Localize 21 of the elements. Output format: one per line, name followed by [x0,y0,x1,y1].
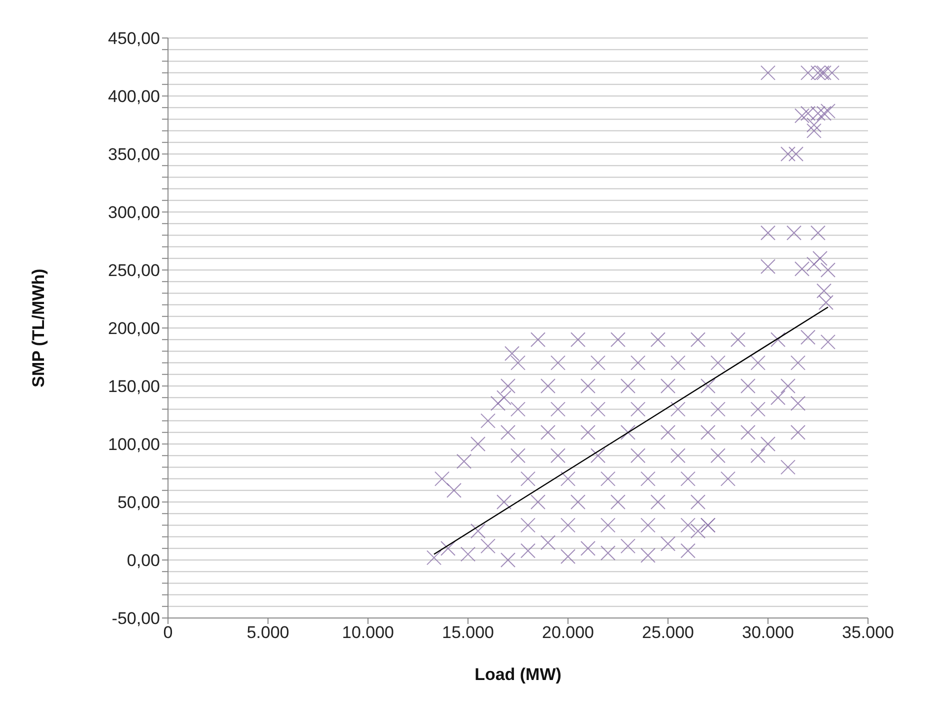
y-tick-label: 450,00 [108,29,160,48]
x-tick-label: 15.000 [442,623,494,642]
y-axis-title: SMP (TL/MWh) [29,268,48,388]
x-tick-label: 0 [163,623,173,642]
y-tick-label: -50,00 [112,609,160,628]
x-tick-label: 30.000 [742,623,794,642]
y-tick-label: 300,00 [108,203,160,222]
x-tick-label: 35.000 [842,623,894,642]
y-tick-label: 250,00 [108,261,160,280]
y-tick-label: 400,00 [108,87,160,106]
y-tick-label: 350,00 [108,145,160,164]
x-tick-label: 5.000 [246,623,290,642]
y-tick-label: 100,00 [108,435,160,454]
x-tick-label: 10.000 [342,623,394,642]
y-tick-label: 150,00 [108,377,160,396]
y-tick-label: 0,00 [126,551,160,570]
x-axis-title: Load (MW) [474,665,562,684]
x-tick-label: 20.000 [542,623,594,642]
y-tick-label: 200,00 [108,319,160,338]
y-tick-label: 50,00 [117,493,160,512]
x-tick-label: 25.000 [642,623,694,642]
